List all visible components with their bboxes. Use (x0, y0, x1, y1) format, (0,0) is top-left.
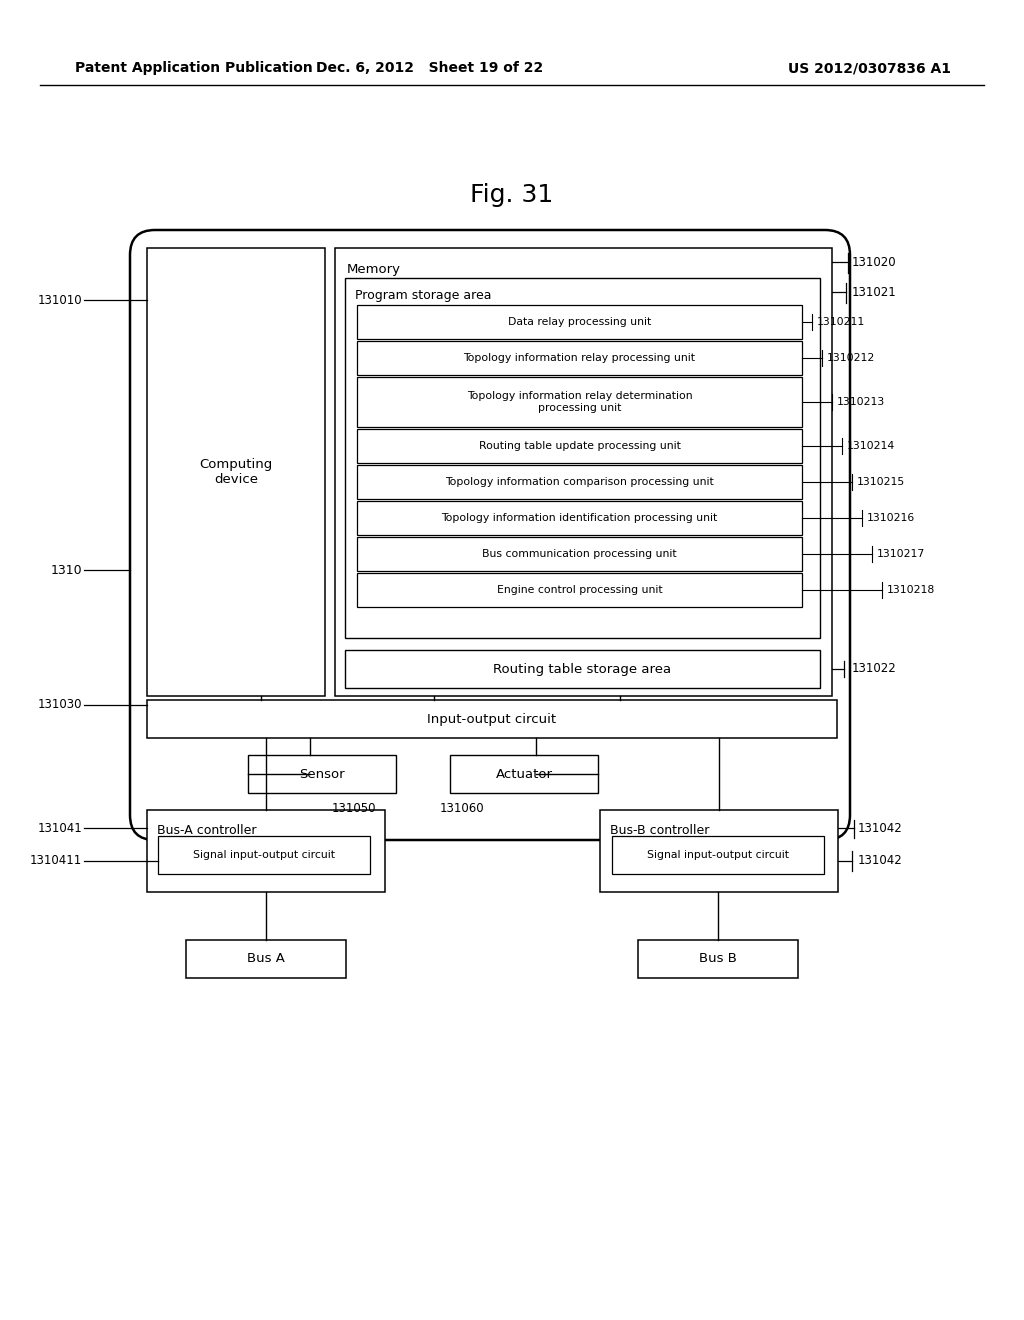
Text: Dec. 6, 2012   Sheet 19 of 22: Dec. 6, 2012 Sheet 19 of 22 (316, 61, 544, 75)
Text: Program storage area: Program storage area (355, 289, 492, 302)
Bar (335, 248, 831, 696)
Bar (600, 810, 838, 892)
Bar (147, 810, 385, 892)
Text: Computing
device: Computing device (200, 458, 272, 486)
Text: Input-output circuit: Input-output circuit (427, 713, 557, 726)
Text: 131010: 131010 (37, 293, 82, 306)
Text: Memory: Memory (347, 264, 401, 276)
Text: 131050: 131050 (332, 803, 377, 816)
Bar (357, 429, 802, 463)
Text: Engine control processing unit: Engine control processing unit (497, 585, 663, 595)
Text: 131022: 131022 (852, 663, 897, 676)
Text: 131060: 131060 (440, 803, 484, 816)
Bar (158, 836, 370, 874)
Text: 1310: 1310 (50, 564, 82, 577)
Text: 1310216: 1310216 (867, 513, 915, 523)
Text: Actuator: Actuator (496, 767, 553, 780)
Text: Routing table update processing unit: Routing table update processing unit (478, 441, 680, 451)
Text: Topology information identification processing unit: Topology information identification proc… (441, 513, 718, 523)
Text: 1310218: 1310218 (887, 585, 935, 595)
Bar (357, 537, 802, 572)
Text: Data relay processing unit: Data relay processing unit (508, 317, 651, 327)
Text: 1310215: 1310215 (857, 477, 905, 487)
Bar (357, 573, 802, 607)
Text: 1310212: 1310212 (827, 352, 876, 363)
Bar (248, 755, 396, 793)
Text: Topology information comparison processing unit: Topology information comparison processi… (445, 477, 714, 487)
Text: 1310211: 1310211 (817, 317, 865, 327)
Text: Bus-B controller: Bus-B controller (610, 824, 710, 837)
Text: 131030: 131030 (38, 698, 82, 711)
Bar (357, 465, 802, 499)
Bar (357, 378, 802, 426)
Text: Bus B: Bus B (699, 953, 737, 965)
Text: Topology information relay processing unit: Topology information relay processing un… (464, 352, 695, 363)
FancyBboxPatch shape (130, 230, 850, 840)
Text: 1310411: 1310411 (30, 854, 82, 867)
Bar (186, 940, 346, 978)
Text: Sensor: Sensor (299, 767, 345, 780)
Text: 131042: 131042 (858, 821, 903, 834)
Text: US 2012/0307836 A1: US 2012/0307836 A1 (788, 61, 951, 75)
Bar (147, 700, 837, 738)
Text: Signal input-output circuit: Signal input-output circuit (193, 850, 335, 861)
Bar (345, 279, 820, 638)
Bar (612, 836, 824, 874)
Text: 131042: 131042 (858, 854, 903, 867)
Bar (345, 649, 820, 688)
Text: Bus A: Bus A (247, 953, 285, 965)
Text: Routing table storage area: Routing table storage area (494, 663, 672, 676)
Bar (147, 248, 325, 696)
Text: 131041: 131041 (37, 821, 82, 834)
Text: Bus communication processing unit: Bus communication processing unit (482, 549, 677, 558)
Text: 1310213: 1310213 (837, 397, 886, 407)
Text: Fig. 31: Fig. 31 (470, 183, 554, 207)
Text: Patent Application Publication: Patent Application Publication (75, 61, 312, 75)
Bar (357, 341, 802, 375)
Bar (450, 755, 598, 793)
Text: Signal input-output circuit: Signal input-output circuit (647, 850, 790, 861)
Text: 131021: 131021 (852, 285, 897, 298)
Bar (357, 305, 802, 339)
Bar (357, 502, 802, 535)
Text: 131020: 131020 (852, 256, 897, 268)
Text: Bus-A controller: Bus-A controller (157, 824, 256, 837)
Text: 1310217: 1310217 (877, 549, 926, 558)
Text: 1310214: 1310214 (847, 441, 895, 451)
Bar (638, 940, 798, 978)
Text: Topology information relay determination
processing unit: Topology information relay determination… (467, 391, 692, 413)
